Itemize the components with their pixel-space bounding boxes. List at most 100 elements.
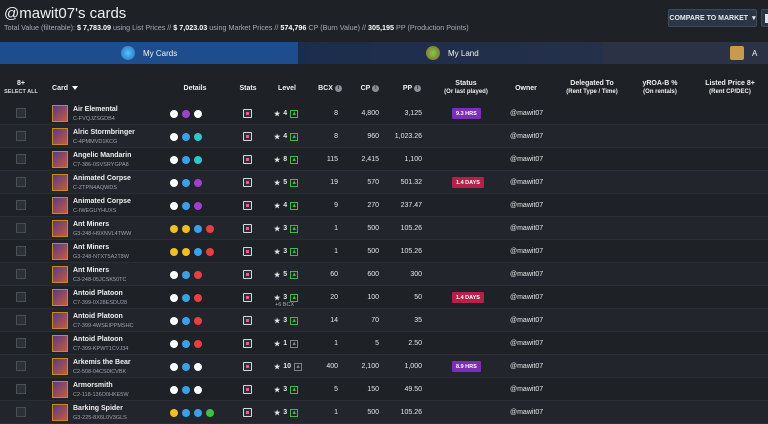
row-checkbox[interactable]	[16, 361, 26, 371]
stats-icon[interactable]	[243, 155, 252, 164]
card-name[interactable]: Ant Miners	[73, 266, 110, 274]
card-thumbnail[interactable]	[52, 174, 68, 191]
card-thumbnail[interactable]	[52, 404, 68, 421]
table-row[interactable]: Air Elemental C-FVQJZSGDB4 ★ 4 ▲ 8 4,800…	[0, 102, 768, 125]
card-name[interactable]: Animated Corpse	[73, 174, 131, 182]
row-checkbox[interactable]	[16, 131, 26, 141]
row-checkbox[interactable]	[16, 269, 26, 279]
card-thumbnail[interactable]	[52, 312, 68, 329]
table-row[interactable]: Animated Corpse C-IWEGUYHUXS ★ 4 ▲ 9 270…	[0, 194, 768, 217]
level-up-icon[interactable]: ▲	[290, 293, 299, 302]
stats-icon[interactable]	[243, 362, 252, 371]
level-up-icon[interactable]: ▲	[290, 155, 299, 164]
stats-icon[interactable]	[243, 247, 252, 256]
column-toggle-button[interactable]	[761, 9, 768, 27]
row-checkbox[interactable]	[16, 154, 26, 164]
owner-name[interactable]: @mawit07	[510, 225, 544, 232]
table-row[interactable]: Angelic Mandarin C7-386-0SVSRYGPA8 ★ 8 ▲…	[0, 148, 768, 171]
select-all-header[interactable]: 8+ SELECT ALL	[4, 80, 38, 95]
card-name[interactable]: Air Elemental	[73, 105, 118, 113]
stats-icon[interactable]	[243, 224, 252, 233]
card-thumbnail[interactable]	[52, 266, 68, 283]
card-thumbnail[interactable]	[52, 358, 68, 375]
owner-name[interactable]: @mawit07	[510, 202, 544, 209]
row-checkbox[interactable]	[16, 338, 26, 348]
tab-my-land[interactable]: My Land	[298, 42, 603, 64]
stats-icon[interactable]	[243, 293, 252, 302]
tab-my-cards[interactable]: My Cards	[0, 42, 298, 64]
level-up-icon[interactable]: ▲	[290, 339, 299, 348]
owner-name[interactable]: @mawit07	[510, 271, 544, 278]
table-row[interactable]: Antoid Platoon C7-399-0X28ESDU28 ★ 3 ▲ +…	[0, 286, 768, 309]
level-up-icon[interactable]: ▲	[290, 201, 299, 210]
level-up-icon[interactable]: ▲	[290, 247, 299, 256]
table-row[interactable]: Animated Corpse C-ZTPN4AQWDS ★ 5 ▲ 19 57…	[0, 171, 768, 194]
stats-icon[interactable]	[243, 201, 252, 210]
table-row[interactable]: Antoid Platoon C7-399-4WSEIPPMSHC ★ 3 ▲ …	[0, 309, 768, 332]
owner-name[interactable]: @mawit07	[510, 110, 544, 117]
table-row[interactable]: Ant Miners G3-248-NTXT5A2T8W ★ 3 ▲ 1 500…	[0, 240, 768, 263]
stats-icon[interactable]	[243, 178, 252, 187]
card-name[interactable]: Antoid Platoon	[73, 312, 123, 320]
owner-name[interactable]: @mawit07	[510, 133, 544, 140]
card-thumbnail[interactable]	[52, 151, 68, 168]
card-thumbnail[interactable]	[52, 128, 68, 145]
tab-third[interactable]: A	[603, 42, 768, 64]
stats-icon[interactable]	[243, 109, 252, 118]
card-name[interactable]: Antoid Platoon	[73, 335, 123, 343]
stats-icon[interactable]	[243, 385, 252, 394]
info-icon[interactable]: i	[334, 84, 342, 92]
row-checkbox[interactable]	[16, 177, 26, 187]
owner-name[interactable]: @mawit07	[510, 363, 544, 370]
owner-name[interactable]: @mawit07	[510, 340, 544, 347]
owner-name[interactable]: @mawit07	[510, 409, 544, 416]
row-checkbox[interactable]	[16, 223, 26, 233]
table-row[interactable]: Ant Miners G3-248-H9XNVL4TWW ★ 3 ▲ 1 500…	[0, 217, 768, 240]
info-icon[interactable]: i	[414, 84, 422, 92]
card-thumbnail[interactable]	[52, 197, 68, 214]
card-thumbnail[interactable]	[52, 381, 68, 398]
owner-name[interactable]: @mawit07	[510, 248, 544, 255]
level-up-icon[interactable]: ▲	[294, 362, 303, 371]
card-thumbnail[interactable]	[52, 105, 68, 122]
level-up-icon[interactable]: ▲	[290, 408, 299, 417]
owner-name[interactable]: @mawit07	[510, 156, 544, 163]
card-thumbnail[interactable]	[52, 335, 68, 352]
owner-name[interactable]: @mawit07	[510, 294, 544, 301]
owner-name[interactable]: @mawit07	[510, 386, 544, 393]
compare-to-market-button[interactable]: COMPARE TO MARKET ▾	[668, 9, 757, 27]
row-checkbox[interactable]	[16, 292, 26, 302]
card-name[interactable]: Arkemis the Bear	[73, 358, 131, 366]
stats-icon[interactable]	[243, 132, 252, 141]
row-checkbox[interactable]	[16, 246, 26, 256]
row-checkbox[interactable]	[16, 200, 26, 210]
table-row[interactable]: Antoid Platoon C7-399-KPWT1CVJ34 ★ 1 ▲ 1…	[0, 332, 768, 355]
card-thumbnail[interactable]	[52, 220, 68, 237]
level-up-icon[interactable]: ▲	[290, 385, 299, 394]
card-thumbnail[interactable]	[52, 289, 68, 306]
table-row[interactable]: Ant Miners C3-248-05JCSK50TC ★ 5 ▲ 60 60…	[0, 263, 768, 286]
row-checkbox[interactable]	[16, 315, 26, 325]
table-row[interactable]: Barking Spider G3-225-8X6L0V3GLS ★ 3 ▲ 1…	[0, 401, 768, 424]
card-name[interactable]: Animated Corpse	[73, 197, 131, 205]
stats-icon[interactable]	[243, 316, 252, 325]
table-row[interactable]: Armorsmith C2-118-136O0HKE5W ★ 3 ▲ 5 150…	[0, 378, 768, 401]
row-checkbox[interactable]	[16, 108, 26, 118]
level-up-icon[interactable]: ▲	[290, 270, 299, 279]
info-icon[interactable]: i	[372, 84, 380, 92]
level-up-icon[interactable]: ▲	[290, 178, 299, 187]
card-thumbnail[interactable]	[52, 243, 68, 260]
card-name[interactable]: Ant Miners	[73, 220, 110, 228]
card-name[interactable]: Alric Stormbringer	[73, 128, 135, 136]
level-up-icon[interactable]: ▲	[290, 224, 299, 233]
owner-name[interactable]: @mawit07	[510, 317, 544, 324]
level-up-icon[interactable]: ▲	[290, 316, 299, 325]
owner-name[interactable]: @mawit07	[510, 179, 544, 186]
table-row[interactable]: Arkemis the Bear C2-508-04CS0ICVBK ★ 10 …	[0, 355, 768, 378]
card-name[interactable]: Angelic Mandarin	[73, 151, 132, 159]
level-up-icon[interactable]: ▲	[290, 109, 299, 118]
stats-icon[interactable]	[243, 339, 252, 348]
level-up-icon[interactable]: ▲	[290, 132, 299, 141]
card-column-header[interactable]: Card	[50, 74, 80, 102]
stats-icon[interactable]	[243, 270, 252, 279]
